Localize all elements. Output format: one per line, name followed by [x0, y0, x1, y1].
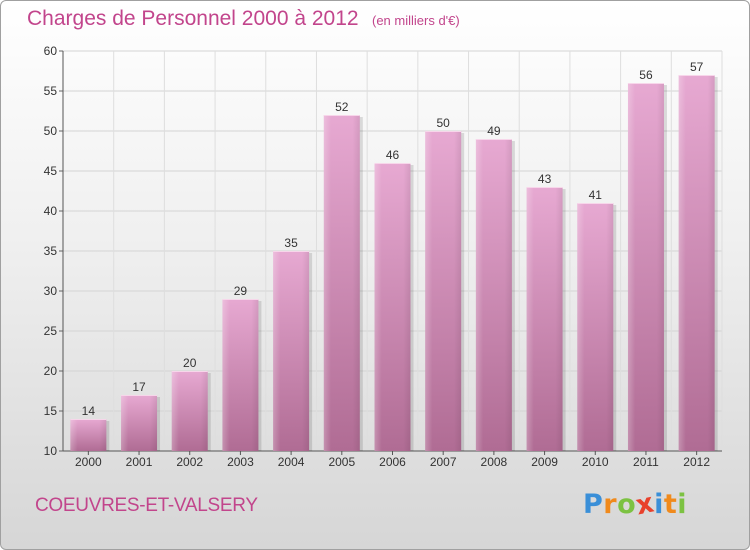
y-tick-label: 40	[44, 204, 58, 218]
bar-value-label: 57	[690, 60, 704, 74]
chart-subtitle: (en milliers d'€)	[372, 13, 460, 28]
y-tick-label: 25	[44, 324, 58, 338]
x-tick-label: 2001	[126, 455, 153, 469]
bar-value-label: 17	[132, 380, 146, 394]
y-tick-label: 45	[44, 164, 58, 178]
logo-letter: i	[677, 489, 688, 520]
bar-value-label: 46	[386, 148, 400, 162]
bar-value-label: 14	[82, 404, 96, 418]
chart-title: Charges de Personnel 2000 à 2012	[27, 7, 359, 30]
logo-letter: o	[617, 489, 637, 520]
bar-highlight	[121, 395, 158, 451]
y-tick-label: 15	[44, 404, 58, 418]
bar-value-label: 35	[284, 236, 298, 250]
bar-highlight	[475, 139, 512, 451]
bar-highlight	[577, 203, 614, 451]
bar-value-label: 43	[538, 172, 552, 186]
bar-highlight	[273, 251, 310, 451]
bar-highlight	[678, 75, 715, 451]
y-tick-label: 20	[44, 364, 58, 378]
y-tick-label: 60	[44, 44, 58, 58]
x-tick-label: 2003	[227, 455, 254, 469]
y-tick-label: 50	[44, 124, 58, 138]
bar-value-label: 50	[437, 116, 451, 130]
y-tick-label: 10	[44, 444, 58, 458]
bar-highlight	[526, 187, 563, 451]
bar-highlight	[171, 371, 208, 451]
bars	[70, 75, 718, 451]
logo-letter: t	[663, 489, 678, 520]
x-tick-label: 2007	[430, 455, 457, 469]
x-tick-label: 2002	[176, 455, 203, 469]
x-tick-label: 2008	[481, 455, 508, 469]
bar-value-label: 52	[335, 100, 349, 114]
labels: 10 15 20 25 30 35 40 45 50 55 60 14 2000 17 2001 20 2002…	[44, 44, 711, 469]
bar-value-label: 56	[639, 68, 653, 82]
bar-value-label: 49	[487, 124, 501, 138]
bar-highlight	[374, 163, 411, 451]
proxiti-logo[interactable]: Proxiti	[583, 487, 688, 521]
bar-value-label: 29	[234, 284, 248, 298]
x-tick-label: 2000	[75, 455, 102, 469]
x-tick-label: 2012	[683, 455, 710, 469]
bar-value-label: 20	[183, 356, 197, 370]
bar-highlight	[627, 83, 664, 451]
bar-chart: 10 15 20 25 30 35 40 45 50 55 60 14 2000 17 2001 20 2002…	[44, 44, 723, 469]
x-tick-label: 2004	[278, 455, 305, 469]
y-tick-label: 35	[44, 244, 58, 258]
commune-name: COEUVRES-ET-VALSERY	[35, 495, 258, 516]
y-tick-label: 55	[44, 84, 58, 98]
logo-letter: r	[603, 489, 618, 520]
bar-highlight	[323, 115, 360, 451]
bar-highlight	[222, 299, 259, 451]
x-tick-label: 2005	[328, 455, 355, 469]
logo-letter: P	[583, 489, 604, 520]
logo-letter: i	[654, 489, 664, 520]
x-tick-label: 2010	[582, 455, 609, 469]
bar-highlight	[70, 419, 107, 451]
x-tick-label: 2009	[531, 455, 558, 469]
x-tick-label: 2011	[633, 455, 659, 469]
x-tick-label: 2006	[379, 455, 406, 469]
bar-highlight	[425, 131, 462, 451]
y-tick-label: 30	[44, 284, 58, 298]
bar-value-label: 41	[589, 188, 603, 202]
